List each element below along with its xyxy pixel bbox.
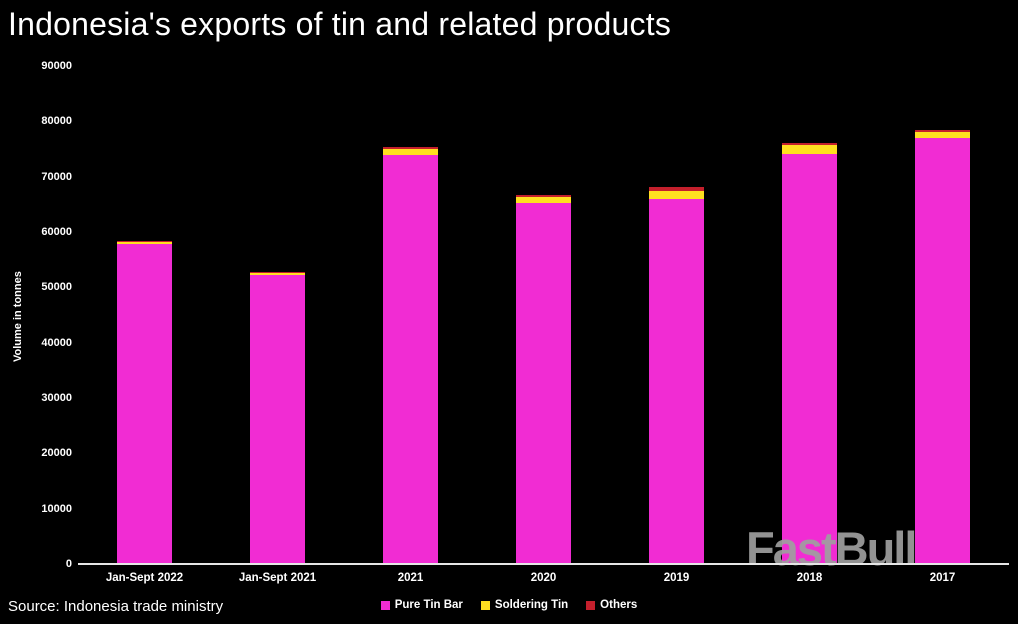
y-tick-label: 70000 — [41, 170, 72, 183]
bar-segment-others — [117, 241, 172, 242]
y-tick-label: 60000 — [41, 226, 72, 238]
y-tick-label: 30000 — [41, 392, 72, 404]
legend-swatch-pure-tin-bar — [380, 600, 390, 610]
bar-segment-soldering-tin — [782, 145, 837, 154]
bar-segment-pure-tin-bar — [117, 244, 172, 564]
bar-segment-pure-tin-bar — [649, 199, 704, 564]
bar-segment-pure-tin-bar — [516, 203, 571, 564]
legend-swatch-others — [586, 600, 596, 610]
x-tick-label: 2019 — [663, 572, 690, 584]
fastbull-watermark: FastBull — [746, 522, 917, 575]
y-tick-label: 10000 — [41, 502, 72, 515]
y-tick-label: 20000 — [41, 447, 72, 460]
legend-label: Pure Tin Bar — [394, 599, 463, 611]
y-tick-label: 80000 — [41, 115, 72, 128]
x-tick-label: 2021 — [397, 572, 424, 584]
x-tick-label: 2020 — [530, 572, 557, 584]
x-tick-label: 2017 — [929, 572, 956, 584]
bar-segment-others — [915, 130, 970, 132]
bar-segment-soldering-tin — [516, 197, 571, 203]
bar-segment-pure-tin-bar — [782, 154, 837, 564]
bar-segment-others — [250, 272, 305, 273]
bar-segment-others — [649, 187, 704, 191]
legend: Pure Tin Bar Soldering Tin Others — [0, 599, 1018, 611]
bar-segment-soldering-tin — [117, 241, 172, 244]
bar-segment-pure-tin-bar — [250, 275, 305, 564]
source-note: Source: Indonesia trade ministry — [8, 598, 224, 615]
bar-segment-others — [383, 147, 438, 149]
y-tick-label: 40000 — [41, 336, 72, 349]
bar-segment-others — [782, 143, 837, 145]
legend-item-soldering-tin: Soldering Tin — [480, 599, 569, 611]
x-tick-label: 2018 — [796, 572, 823, 584]
bar-segment-pure-tin-bar — [915, 138, 970, 564]
y-tick-label: 0 — [65, 558, 72, 570]
chart-title: Indonesia's exports of tin and related p… — [8, 6, 672, 42]
legend-label: Soldering Tin — [494, 599, 569, 611]
legend-swatch-soldering-tin — [480, 600, 490, 610]
bar-segment-soldering-tin — [383, 149, 438, 155]
legend-item-pure-tin-bar: Pure Tin Bar — [380, 599, 463, 611]
bar-segment-soldering-tin — [649, 191, 704, 199]
bar-segment-soldering-tin — [250, 272, 305, 275]
bar-segment-pure-tin-bar — [383, 155, 438, 564]
bar-segment-soldering-tin — [915, 132, 970, 138]
x-tick-label: Jan-Sept 2022 — [105, 572, 184, 584]
y-tick-label: 90000 — [41, 60, 72, 72]
legend-item-others: Others — [586, 599, 637, 611]
x-axis-line — [78, 563, 1009, 565]
bar-segment-others — [516, 195, 571, 197]
legend-label: Others — [600, 599, 638, 611]
x-tick-label: Jan-Sept 2021 — [238, 572, 317, 584]
y-tick-label: 50000 — [41, 281, 72, 294]
